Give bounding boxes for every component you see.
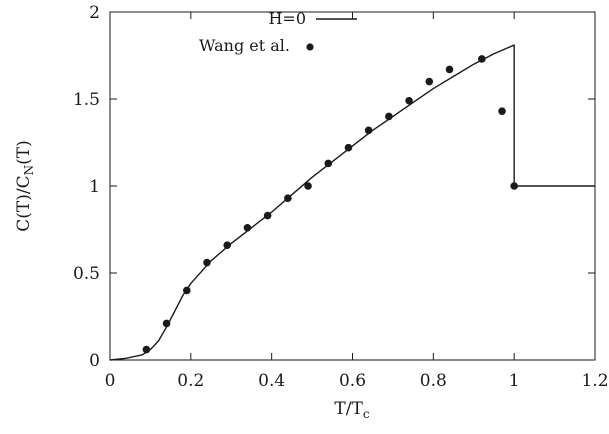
- x-tick-label: 1: [509, 371, 520, 391]
- axis-ticks: 0 0.2 0.4 0.6 0.8 1 1.2 0 0.5 1 1.5 2: [73, 3, 609, 391]
- data-point-wang: [405, 96, 413, 105]
- y-tick-label: 1.5: [73, 90, 100, 110]
- data-point-wang: [263, 211, 272, 220]
- x-tick-label: 0.8: [420, 371, 447, 391]
- data-point-wang: [304, 182, 312, 190]
- data-point-wang: [223, 241, 232, 249]
- legend-label-wang: Wang et al.: [199, 36, 290, 55]
- data-point-wang: [425, 77, 434, 86]
- data-point-wang: [182, 286, 191, 295]
- series-line-h0: [109, 44, 595, 361]
- legend-point-swatch: [306, 43, 314, 51]
- x-tick-label: 0.6: [339, 371, 366, 391]
- y-tick-label: 0.5: [73, 264, 100, 284]
- legend: H=0 Wang et al.: [199, 9, 357, 55]
- y-tick-label: 2: [89, 3, 100, 23]
- y-tick-label: 1: [89, 177, 100, 197]
- x-axis-label: T/Tc: [334, 399, 369, 421]
- y-axis-label-part2: (T): [14, 140, 34, 165]
- data-point-wang: [364, 126, 373, 135]
- x-tick-label: 0.4: [258, 371, 285, 391]
- data-point-wang: [445, 65, 454, 74]
- data-point-wang: [385, 112, 393, 121]
- x-tick-label: 0: [105, 371, 116, 391]
- y-tick-label: 0: [89, 351, 100, 371]
- data-point-wang: [142, 345, 151, 354]
- x-axis-label-main: T/T: [334, 399, 363, 419]
- data-point-wang: [324, 159, 333, 168]
- data-point-wang: [243, 223, 252, 232]
- data-point-wang: [478, 55, 486, 63]
- data-point-wang: [498, 107, 506, 115]
- y-axis-label-sub: N: [22, 165, 36, 176]
- x-tick-label: 0.2: [177, 371, 204, 391]
- x-axis-label-sub: c: [363, 407, 370, 421]
- data-point-wang: [203, 258, 211, 267]
- data-point-wang: [162, 319, 171, 328]
- data-point-wang: [510, 182, 518, 190]
- x-tick-label: 1.2: [581, 371, 608, 391]
- legend-label-h0: H=0: [268, 9, 306, 28]
- series-h0-group: [109, 44, 595, 361]
- series-wang-group: [142, 55, 518, 354]
- y-axis-label: C(T)/CN(T): [14, 140, 36, 231]
- data-point-wang: [344, 143, 353, 152]
- y-axis-label-part1: C(T)/C: [14, 175, 34, 231]
- data-point-wang: [284, 194, 292, 202]
